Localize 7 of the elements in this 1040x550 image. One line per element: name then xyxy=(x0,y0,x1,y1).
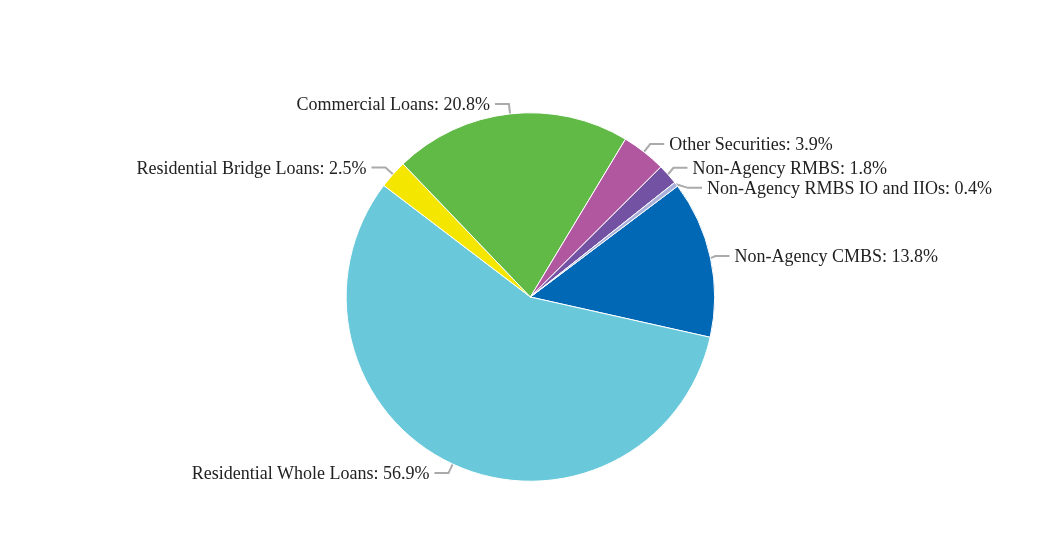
slice-label: Residential Bridge Loans: 2.5% xyxy=(136,157,367,178)
slice-label: Non-Agency CMBS: 13.8% xyxy=(734,246,939,266)
slice-label: Commercial Loans: 20.8% xyxy=(296,93,490,114)
slice-label: Non-Agency RMBS IO and IIOs: 0.4% xyxy=(707,177,992,198)
slice-label: Other Securities: 3.9% xyxy=(669,134,833,155)
slice-label: Non-Agency RMBS: 1.8% xyxy=(692,157,887,178)
slice-label: Residential Whole Loans: 56.9% xyxy=(191,463,430,484)
